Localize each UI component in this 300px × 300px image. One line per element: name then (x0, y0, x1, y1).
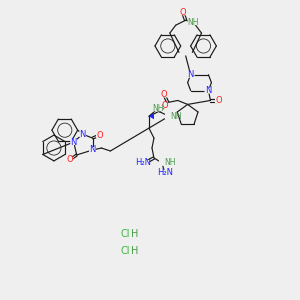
Text: NH: NH (164, 158, 176, 167)
FancyBboxPatch shape (179, 9, 186, 15)
Text: N: N (205, 86, 212, 95)
FancyBboxPatch shape (79, 131, 86, 137)
FancyBboxPatch shape (160, 92, 167, 98)
Text: O: O (179, 8, 186, 17)
FancyBboxPatch shape (205, 88, 212, 94)
FancyBboxPatch shape (159, 160, 169, 166)
Text: O: O (96, 130, 103, 140)
Text: O: O (215, 96, 222, 105)
Text: O: O (66, 155, 73, 164)
Text: O: O (161, 101, 168, 110)
FancyBboxPatch shape (136, 160, 149, 166)
Text: H: H (131, 246, 139, 256)
Text: NH: NH (170, 112, 181, 121)
FancyBboxPatch shape (153, 105, 163, 111)
FancyBboxPatch shape (187, 72, 195, 78)
FancyBboxPatch shape (158, 170, 172, 176)
FancyBboxPatch shape (89, 147, 96, 153)
Text: Cl: Cl (120, 246, 130, 256)
Text: N: N (89, 146, 96, 154)
FancyBboxPatch shape (188, 19, 198, 25)
FancyBboxPatch shape (70, 139, 77, 145)
Text: N: N (80, 130, 86, 139)
FancyBboxPatch shape (66, 157, 73, 163)
FancyBboxPatch shape (165, 113, 175, 119)
Text: Cl: Cl (120, 229, 130, 239)
Text: N: N (188, 70, 194, 79)
Polygon shape (149, 113, 154, 119)
Text: H: H (131, 229, 139, 239)
Text: N: N (70, 138, 77, 147)
Text: NH: NH (152, 104, 164, 113)
Text: H₂N: H₂N (135, 158, 151, 167)
Text: H₂N: H₂N (157, 168, 173, 177)
FancyBboxPatch shape (215, 98, 222, 103)
Text: NH: NH (187, 18, 198, 27)
FancyBboxPatch shape (161, 102, 168, 108)
Text: O: O (160, 90, 167, 99)
FancyBboxPatch shape (96, 132, 103, 138)
